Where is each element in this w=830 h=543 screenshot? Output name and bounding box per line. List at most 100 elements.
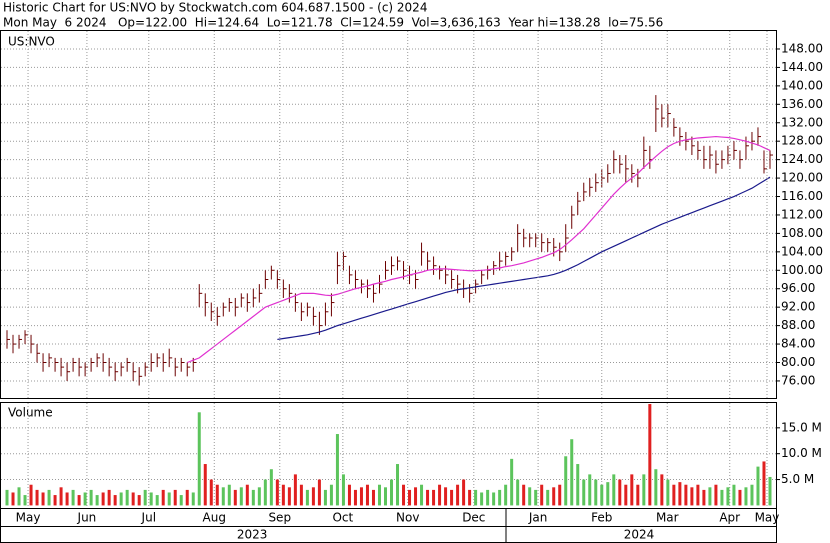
volume-bar [341, 474, 345, 506]
volume-bar [227, 484, 231, 506]
y-tick-label: 5.0 M [781, 472, 814, 486]
x-tick-label: May [755, 511, 780, 525]
volume-bar [564, 456, 568, 506]
volume-bar [167, 492, 171, 506]
volume-bar [462, 479, 466, 506]
header-line: Mon May 6 2024 Op=122.00 Hi=124.64 Lo=12… [3, 16, 663, 30]
y-tick-label: 96.00 [781, 281, 815, 295]
volume-bar [486, 489, 490, 506]
x-tick-label: Jan [528, 511, 548, 525]
volume-bar [365, 484, 369, 506]
y-tick-label: 80.00 [781, 355, 815, 369]
volume-bar [359, 487, 363, 506]
x-tick-label: May [16, 511, 41, 525]
volume-bar [131, 492, 135, 506]
x-tick-label: Jul [141, 511, 156, 525]
volume-bar [257, 487, 261, 506]
volume-bar [432, 489, 436, 506]
x-tick-label: Oct [332, 511, 353, 525]
volume-bar [275, 479, 279, 506]
y-tick-label: 116.00 [781, 189, 823, 203]
y-tick-label: 140.00 [781, 78, 823, 92]
y-tick-label: 112.00 [781, 207, 823, 221]
volume-bar [53, 495, 57, 506]
volume-bar [179, 495, 183, 506]
volume-bar [690, 487, 694, 506]
year-label: 2024 [624, 528, 655, 542]
volume-bar [738, 489, 742, 506]
volume-bar [708, 487, 712, 506]
volume-bar [636, 484, 640, 506]
moving-average [187, 135, 771, 364]
volume-bar [420, 484, 424, 506]
volume-bar [29, 484, 33, 506]
volume-bar [678, 482, 682, 506]
volume-bar [546, 489, 550, 506]
volume-bar [197, 412, 201, 506]
volume-bar [347, 484, 351, 506]
volume-bar [672, 484, 676, 506]
volume-bar [383, 487, 387, 506]
volume-bar [468, 489, 472, 506]
volume-bar [570, 439, 574, 506]
volume-bar [714, 484, 718, 506]
volume-bar [95, 495, 99, 506]
volume-bar [203, 464, 207, 506]
volume-bar [209, 479, 213, 506]
volume-bar [576, 464, 580, 506]
volume-bar [221, 487, 225, 506]
year-label: 2023 [237, 528, 268, 542]
x-tick-label: Mar [656, 511, 679, 525]
volume-bar [119, 492, 123, 506]
y-tick-label: 124.00 [781, 152, 823, 166]
volume-bar [456, 484, 460, 506]
volume-bar [612, 474, 616, 506]
volume-bar [143, 489, 147, 506]
volume-bar [600, 484, 604, 506]
volume-bar [762, 461, 766, 506]
y-tick-label: 88.00 [781, 318, 815, 332]
volume-bar [293, 474, 297, 506]
volume-bar [35, 489, 39, 506]
volume-bar [329, 484, 333, 506]
volume-bar [528, 487, 532, 506]
volume-bar [696, 484, 700, 506]
volume-bar [480, 492, 484, 506]
volume-bar [5, 489, 9, 506]
volume-bar [47, 489, 51, 506]
volume-bar [540, 484, 544, 506]
volume-bar [768, 476, 772, 506]
volume-bar [41, 492, 45, 506]
y-tick-label: 76.00 [781, 373, 815, 387]
y-tick-label: 120.00 [781, 171, 823, 185]
y-tick-label: 10.0 M [781, 446, 822, 460]
volume-bar [107, 489, 111, 506]
volume-bar [402, 484, 406, 506]
volume-bar [534, 489, 538, 506]
volume-bar [245, 484, 249, 506]
volume-bar [522, 484, 526, 506]
header-line: Historic Chart for US:NVO by Stockwatch.… [3, 1, 427, 15]
volume-bar [335, 434, 339, 506]
volume-bar [606, 482, 610, 506]
volume-bar [125, 489, 129, 506]
y-tick-label: 100.00 [781, 263, 823, 277]
y-tick-label: 92.00 [781, 300, 815, 314]
y-tick-label: 136.00 [781, 97, 823, 111]
volume-bar [396, 464, 400, 506]
volume-bar [101, 492, 105, 506]
volume-bar [353, 489, 357, 506]
volume-bar [732, 484, 736, 506]
volume-bar [161, 489, 165, 506]
volume-bar [642, 474, 646, 506]
volume-bar [89, 489, 93, 506]
volume-bar [474, 489, 478, 506]
volume-bar [317, 479, 321, 506]
volume-bar [444, 487, 448, 506]
volume-bar [558, 484, 562, 506]
x-tick-label: Aug [203, 511, 226, 525]
x-tick-label: Sep [268, 511, 291, 525]
moving-average [277, 176, 771, 341]
volume-bar [720, 489, 724, 506]
y-tick-label: 148.00 [781, 41, 823, 55]
